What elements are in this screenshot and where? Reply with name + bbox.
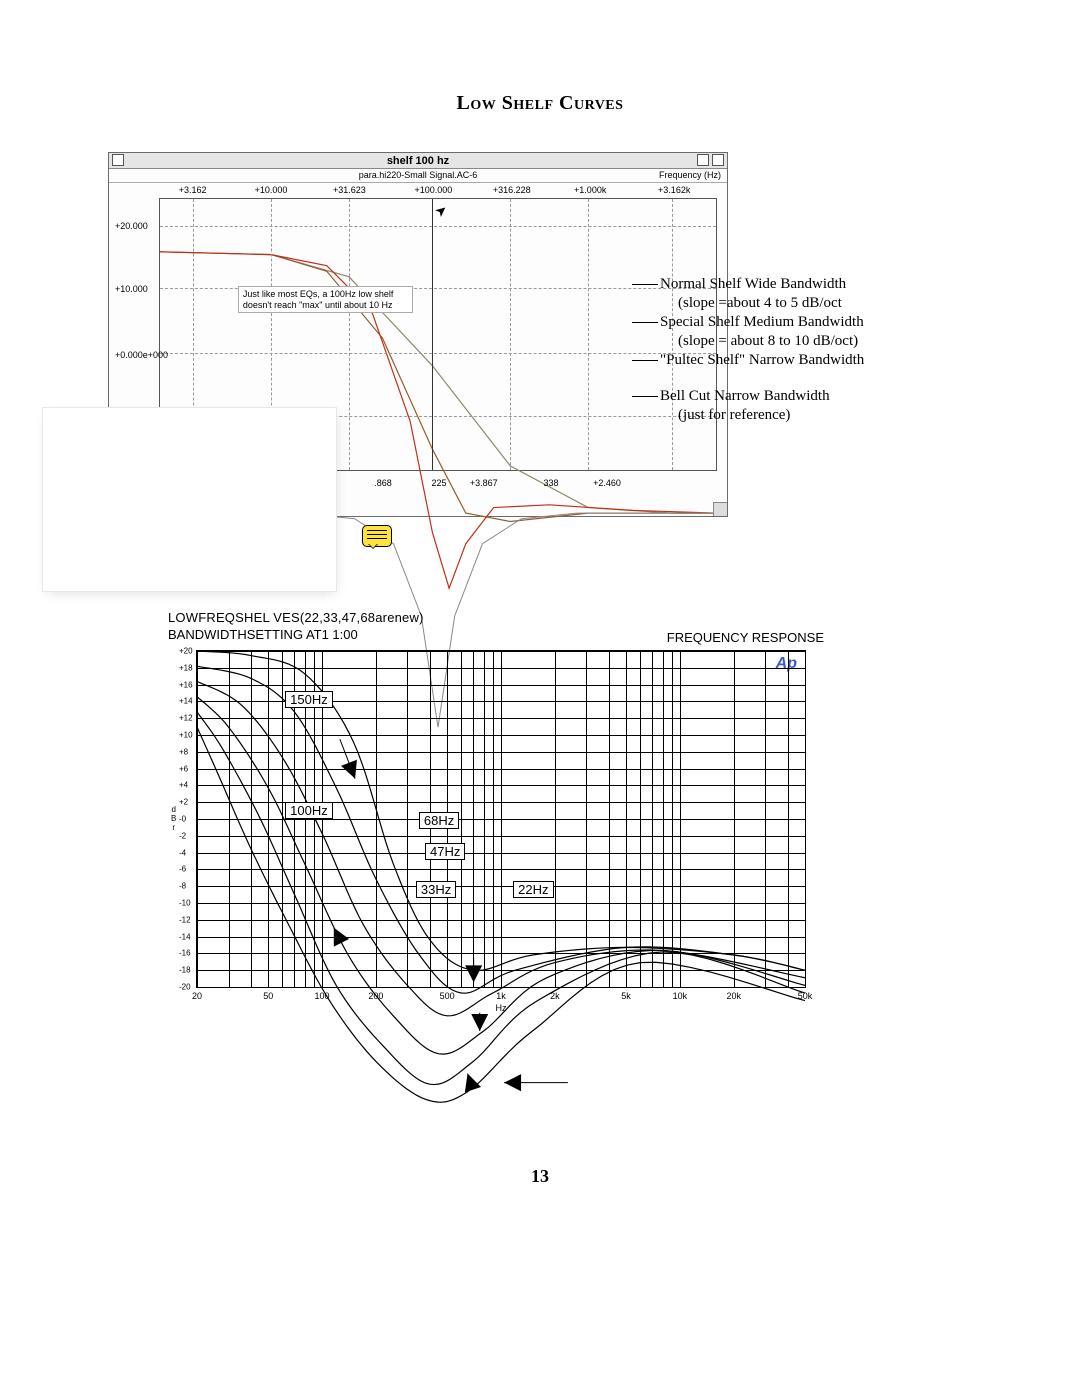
annotation-leader-line: [632, 322, 658, 323]
chart1-y-tick: +20.000: [115, 221, 148, 231]
window-maximize-icon: [697, 154, 709, 166]
annotation-leader-line: [632, 396, 658, 397]
chart1-x-tick: +31.623: [333, 185, 366, 195]
chart1-subtitle-row: para.hi220-Small Signal.AC-6 Frequency (…: [109, 169, 727, 183]
window-minimize-icon: [712, 154, 724, 166]
chart1-x-tick: +316.228: [493, 185, 531, 195]
chart2-x-tick: 50k: [798, 991, 813, 1001]
window-sysmenu-icon: [112, 154, 124, 166]
annotation-leader-line: [632, 360, 658, 361]
chart2-freq-label: 100Hz: [285, 802, 333, 819]
chart1-bottom-label: .868: [374, 478, 392, 488]
chart1-y-tick: +0.000e+000: [115, 350, 168, 360]
chart2-y-tick: -14: [179, 932, 191, 941]
chart2-plot-area: dBr Hz Ap +20+18+16+14+12+10+8+6+4+2-0-2…: [196, 650, 806, 988]
chart1-x-tick: +1.000k: [574, 185, 606, 195]
white-overlay-box: [42, 407, 337, 592]
chart2-x-tick: 5k: [621, 991, 631, 1001]
chart2-freq-label: 47Hz: [425, 843, 465, 860]
chart2-x-tick: 20: [192, 991, 202, 1001]
page-title: Low Shelf Curves: [0, 92, 1080, 115]
chart1-titlebar: shelf 100 hz: [109, 153, 727, 169]
chart2-y-tick: +2: [179, 798, 188, 807]
annotation-line2: (slope = about 8 to 10 dB/oct): [660, 332, 864, 351]
chart2-x-tick: 1k: [496, 991, 506, 1001]
chart1-model-label: para.hi220-Small Signal.AC-6: [359, 170, 478, 180]
annotation-row: Normal Shelf Wide Bandwidth(slope =about…: [660, 275, 846, 313]
chart2-y-tick: +10: [179, 731, 193, 740]
chart2-y-tick: +6: [179, 764, 188, 773]
chart1-window-title: shelf 100 hz: [387, 155, 449, 167]
annotation-line1: Normal Shelf Wide Bandwidth: [660, 275, 846, 294]
comment-bubble-icon: [362, 525, 392, 547]
chart1-x-unit-label: Frequency (Hz): [659, 170, 721, 180]
chart2-wrap: LOWFREQSHEL VES(22,33,47,68arenew) BANDW…: [168, 610, 818, 642]
annotation-leader-line: [632, 284, 658, 285]
chart2-y-tick: -20: [179, 983, 191, 992]
chart2-freq-label: 150Hz: [285, 691, 333, 708]
window-resize-handle-icon: [713, 502, 727, 516]
chart1-bottom-label: +3.867: [470, 478, 498, 488]
chart2-header1: LOWFREQSHEL VES(22,33,47,68arenew): [168, 610, 818, 625]
chart2-y-label-char: r: [171, 823, 176, 832]
annotation-line1: "Pultec Shelf" Narrow Bandwidth: [660, 351, 864, 370]
annotation-row: Bell Cut Narrow Bandwidth(just for refer…: [660, 387, 830, 425]
chart2-y-tick: +20: [179, 647, 193, 656]
chart2-y-tick: +8: [179, 747, 188, 756]
annotation-line2: (just for reference): [660, 406, 830, 425]
chart2-y-tick: -4: [179, 848, 186, 857]
chart1-x-tick: +10.000: [255, 185, 288, 195]
chart2-y-tick: -18: [179, 966, 191, 975]
chart2-x-tick: 200: [368, 991, 383, 1001]
chart2-y-tick: +14: [179, 697, 193, 706]
chart2-y-tick: -10: [179, 899, 191, 908]
chart1-note-box: Just like most EQs, a 100Hz low shelf do…: [238, 286, 413, 314]
chart2-freq-label: 33Hz: [416, 881, 456, 898]
chart2-y-tick: +12: [179, 714, 193, 723]
chart2-x-tick: 2k: [550, 991, 560, 1001]
chart2-y-tick: +4: [179, 781, 188, 790]
chart2-x-tick: 500: [440, 991, 455, 1001]
chart2-y-tick: -2: [179, 831, 186, 840]
chart1-bottom-label: 338: [543, 478, 558, 488]
chart2-header3: FREQUENCY RESPONSE: [667, 630, 824, 645]
chart1-bottom-label: 225: [431, 478, 446, 488]
annotation-line2: (slope =about 4 to 5 dB/oct: [660, 294, 846, 313]
chart2-y-label: dBr: [171, 806, 176, 832]
chart1-x-tick: +100.000: [414, 185, 452, 195]
annotation-row: Special Shelf Medium Bandwidth(slope = a…: [660, 313, 864, 351]
chart2-y-tick: -12: [179, 915, 191, 924]
chart1-x-tick: +3.162k: [658, 185, 690, 195]
chart2-freq-label: 68Hz: [419, 812, 459, 829]
chart2-x-tick: 100: [315, 991, 330, 1001]
chart1-bottom-label: +2.460: [593, 478, 621, 488]
chart2-freq-label: 22Hz: [513, 881, 553, 898]
chart2-y-tick: +16: [179, 680, 193, 689]
annotation-line1: Special Shelf Medium Bandwidth: [660, 313, 864, 332]
chart2-y-tick: -16: [179, 949, 191, 958]
chart2-y-tick: -8: [179, 882, 186, 891]
chart2-x-tick: 20k: [727, 991, 742, 1001]
chart1-y-tick: +10.000: [115, 284, 148, 294]
chart2-y-tick: -6: [179, 865, 186, 874]
chart2-x-tick: 50: [263, 991, 273, 1001]
annotation-row: "Pultec Shelf" Narrow Bandwidth: [660, 351, 864, 370]
chart2-y-tick: +18: [179, 663, 193, 672]
chart2-y-tick: -0: [179, 815, 186, 824]
chart2-x-tick: 10k: [673, 991, 688, 1001]
chart1-x-tick: +3.162: [179, 185, 207, 195]
page-number: 13: [0, 1166, 1080, 1187]
annotation-line1: Bell Cut Narrow Bandwidth: [660, 387, 830, 406]
